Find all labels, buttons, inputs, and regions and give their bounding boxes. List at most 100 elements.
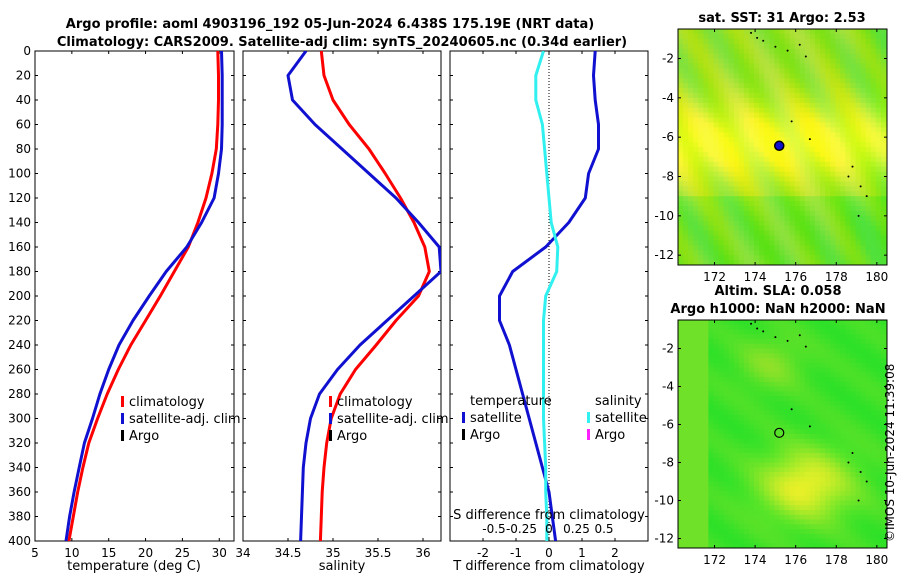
sst-heatmap-cell [825,92,831,99]
sla-heatmap-cell [688,343,694,350]
sst-heatmap-cell [764,191,770,197]
sla-heatmap-cell [845,510,852,516]
sla-heatmap-cell [820,415,826,421]
sst-heatmap-cell [860,206,867,212]
sla-heatmap-cell [759,400,765,407]
sla-heatmap-cell [764,529,770,535]
sst-heatmap-cell [835,63,841,69]
sst-heatmap-cell [880,78,887,84]
sla-heatmap-cell [733,443,740,449]
sla-heatmap-cell [759,510,765,516]
sst-heatmap-cell [794,48,801,55]
sst-heatmap-cell [688,166,694,173]
sla-heatmap-cell [830,453,836,459]
sla-heatmap-cell [825,358,831,364]
sla-heatmap-cell [678,429,684,435]
sla-heatmap-cell [774,334,781,340]
sst-heatmap-cell [809,83,816,89]
sla-heatmap-cell [789,320,796,326]
sla-heatmap-cell [820,334,826,340]
sla-heatmap-cell [865,377,872,383]
sst-heatmap-cell [875,97,882,104]
sst-heatmap-cell [830,166,836,173]
sst-heatmap-cell [703,147,710,153]
sst-heatmap-cell [743,88,750,94]
sla-heatmap-cell [738,415,745,421]
sla-heatmap-cell [804,438,811,445]
sla-heatmap-cell [855,486,862,492]
sst-heatmap-cell [728,161,735,168]
sla-heatmap-cell [728,339,735,345]
sst-heatmap-cell [789,53,796,60]
sla-heatmap-cell [728,410,735,416]
sst-heatmap-cell [723,33,730,40]
sst-heatmap-cell [713,83,720,89]
sst-heatmap-cell [703,176,710,182]
sla-heatmap-cell [840,476,846,483]
sst-heatmap-cell [875,58,882,64]
sst-heatmap-cell [688,58,694,64]
sla-heatmap-cell [728,491,735,497]
sst-heatmap-cell [794,38,801,45]
sst-heatmap-cell [723,176,730,182]
sla-heatmap-cell [835,377,841,383]
sst-heatmap-cell [749,107,755,114]
sst-heatmap-cell [754,250,760,256]
sst-heatmap-cell [830,142,836,148]
sst-heatmap-cell [830,78,836,84]
sla-heatmap-cell [860,419,867,426]
sla-heatmap-cell [855,538,862,544]
sst-heatmap-cell [835,73,841,79]
sst-heatmap-cell [718,102,725,109]
sst-heatmap-cell [880,230,887,237]
sla-heatmap-cell [754,424,760,430]
sla-heatmap-cell [733,533,740,540]
sst-heatmap-cell [718,73,725,79]
sla-heatmap-cell [830,362,836,369]
sla-heatmap-cell [825,381,831,388]
sst-heatmap-cell [764,58,770,64]
sst-heatmap-cell [743,191,750,197]
sla-heatmap-cell [708,491,715,497]
sst-heatmap-cell [825,142,831,148]
sst-heatmap-cell [815,147,821,153]
sla-heatmap-cell [820,434,826,440]
difference-line-salinity-satellite [534,51,560,541]
sst-heatmap-cell [718,117,725,123]
sst-heatmap-cell [820,166,826,173]
sla-heatmap-cell [749,358,755,364]
sla-heatmap-cell [774,519,781,525]
sla-heatmap-cell [728,415,735,421]
sst-heatmap-cell [784,33,791,40]
sla-heatmap-cell [825,339,831,345]
sst-heatmap-cell [850,151,857,158]
sst-heatmap-cell [703,122,710,128]
sst-heatmap-cell [875,201,882,207]
sla-heatmap-cell [738,443,745,449]
sla-heatmap-cell [774,500,781,506]
sla-heatmap-cell [698,472,704,478]
title-line-2: Climatology: CARS2009. Satellite-adj cli… [57,35,627,50]
sst-heatmap-cell [728,78,735,84]
sst-heatmap-cell [698,255,704,261]
sst-heatmap-cell [815,38,821,45]
sla-heatmap-cell [850,329,857,335]
sla-heatmap-cell [723,486,730,492]
sla-heatmap-cell [698,377,704,383]
sst-heatmap-cell [799,225,806,232]
sla-heatmap-cell [855,320,862,326]
sst-heatmap-cell [840,250,846,256]
sla-heatmap-cell [759,353,765,359]
sla-x-tick-label: 178 [825,553,848,567]
sla-heatmap-cell [718,524,725,530]
sla-heatmap-cell [728,495,735,502]
sst-heatmap-cell [713,161,720,168]
sla-heatmap-cell [875,538,882,544]
depth-tick-label: 280 [8,387,31,401]
sst-heatmap-cell [870,250,877,256]
sst-heatmap-cell [683,58,689,64]
sla-heatmap-cell [759,396,765,402]
sst-heatmap-cell [820,191,826,197]
sla-heatmap-cell [708,424,715,430]
sst-heatmap-cell [860,245,867,251]
